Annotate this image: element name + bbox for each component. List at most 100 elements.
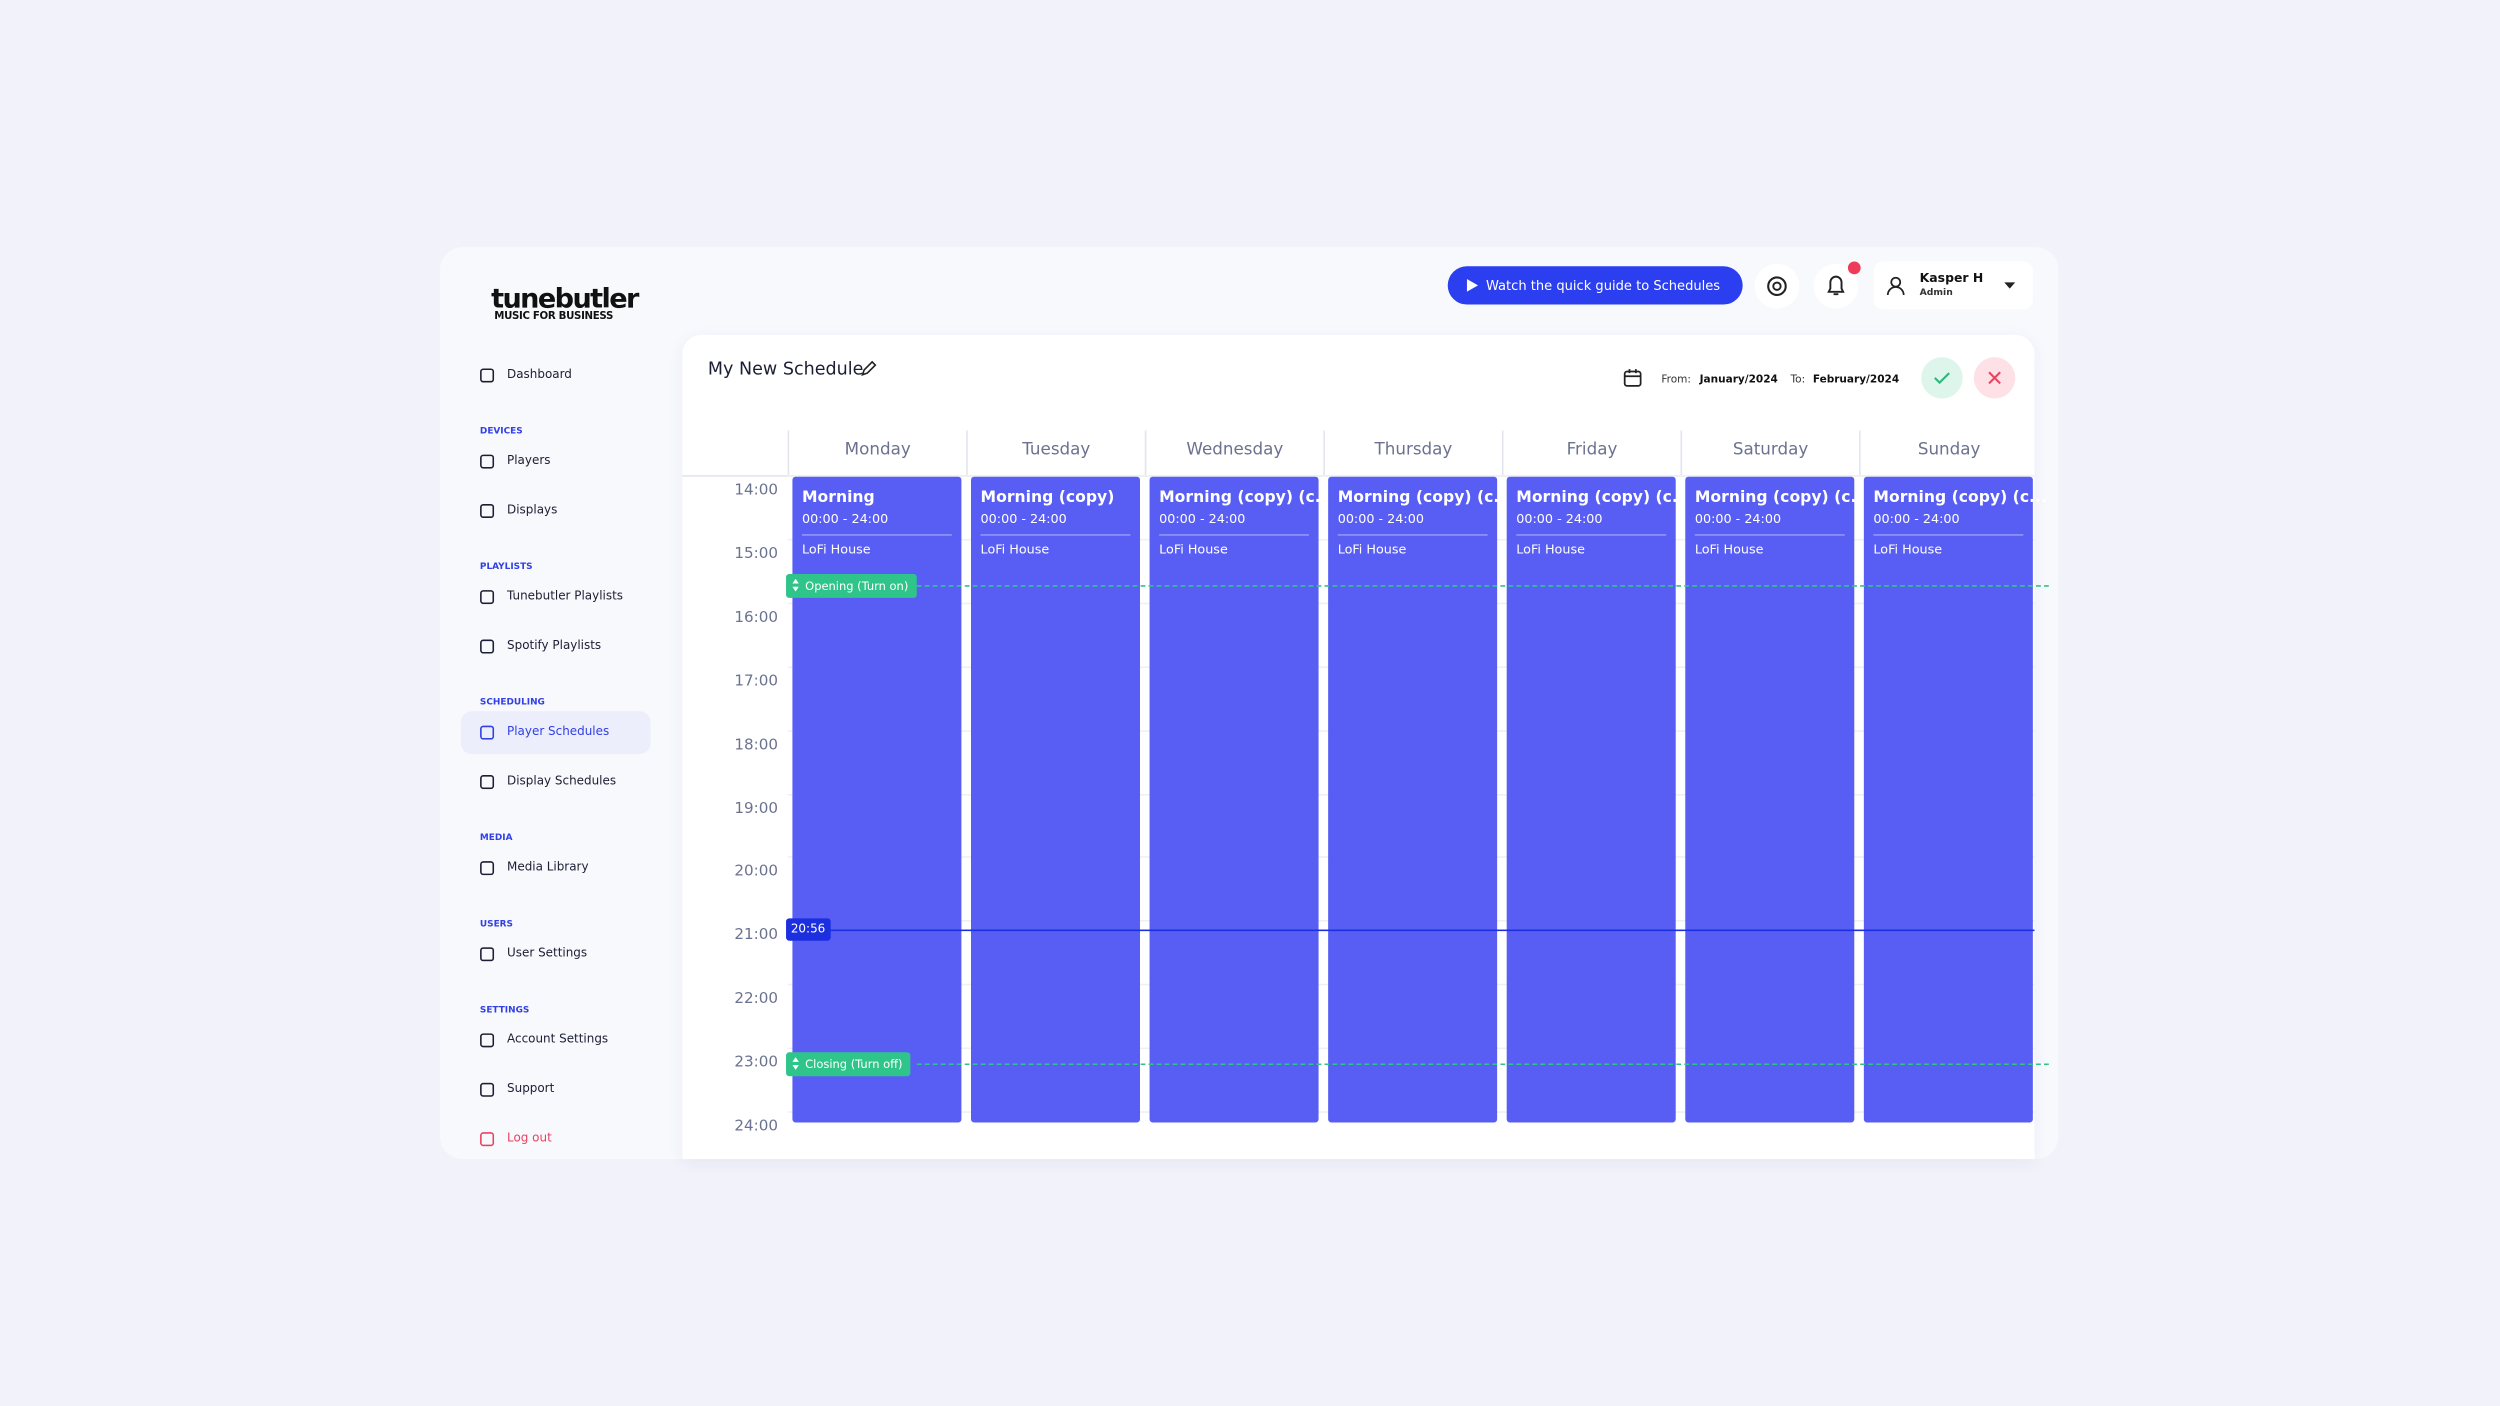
from-label: From: [1661, 373, 1691, 386]
day-header: Thursday [1323, 430, 1502, 476]
event-playlist: LoFi House [1516, 542, 1585, 557]
schedule-event[interactable]: Morning (copy) 00:00 - 24:00 LoFi House [970, 476, 1140, 1123]
nav-icon [480, 454, 495, 469]
nav-label: Log out [507, 1130, 552, 1145]
drag-handle [792, 1057, 799, 1062]
notifications-button[interactable] [1813, 263, 1861, 309]
event-separator [801, 534, 952, 536]
day-header: Friday [1501, 430, 1681, 476]
event-separator [1873, 534, 2024, 536]
schedule-title: My New Schedule [707, 358, 864, 380]
nav-label: Spotify Playlists [507, 637, 602, 653]
hour-label: 21:00 [734, 926, 779, 945]
event-separator [1694, 534, 1845, 536]
nav-label: Tunebutler Playlists [507, 588, 624, 603]
nav-icon [480, 861, 495, 876]
edit-title-button[interactable] [861, 360, 877, 376]
nav-icon [480, 775, 495, 790]
schedule-event[interactable]: Morning (copy) (c... 00:00 - 24:00 LoFi Ho… [1685, 476, 1868, 1123]
nav-item[interactable]: Tunebutler Playlists [461, 576, 651, 619]
guide-button[interactable]: Watch the quick guide to Schedules [1447, 266, 1743, 305]
event-separator [1337, 534, 1488, 536]
day-header: Monday [787, 430, 967, 476]
nav-label: User Settings [507, 945, 588, 960]
dropdown-caret [2004, 282, 2016, 289]
drag-handle [792, 1065, 799, 1070]
event-time: 00:00 - 24:00 [801, 511, 889, 527]
nav-item[interactable]: Dashboard [461, 354, 651, 397]
nav-item[interactable]: Player Schedules [460, 711, 651, 755]
nav-label: Players [507, 452, 551, 468]
nav-icon [480, 947, 495, 962]
event-playlist: LoFi House [1337, 542, 1407, 557]
event-playlist: LoFi House [1159, 542, 1228, 557]
hour-label: 17:00 [734, 672, 779, 690]
marker-tag[interactable]: Opening (Turn on) [786, 573, 917, 598]
day-header: Tuesday [966, 430, 1145, 476]
nav-item[interactable]: Media Library [461, 847, 651, 890]
event-title: Morning (copy) [980, 489, 1115, 508]
schedule-event[interactable]: Morning (copy) (c... 00:00 - 24:00 LoFi Ho… [1328, 476, 1511, 1123]
event-playlist: LoFi House [1873, 542, 1943, 557]
nav-item[interactable]: Players [461, 440, 651, 483]
nav-label: Support [507, 1081, 555, 1096]
nav-icon [480, 590, 495, 605]
nav-section-heading: DEVICES [479, 427, 523, 437]
support-button[interactable] [1754, 263, 1800, 309]
nav-label: Player Schedules [507, 723, 610, 739]
marker-line [916, 585, 2049, 587]
day-header: Sunday [1859, 430, 2038, 476]
nav-item[interactable]: Log out [461, 1118, 651, 1161]
schedule-event[interactable]: Morning (copy) (c... 00:00 - 24:00 LoFi Ho… [1149, 476, 1333, 1123]
hour-label: 15:00 [734, 545, 779, 563]
save-button[interactable] [1921, 357, 1963, 399]
nav-section-heading: SETTINGS [479, 1006, 530, 1016]
nav-section-heading: PLAYLISTS [479, 562, 533, 573]
hour-label: 23:00 [734, 1054, 779, 1072]
drag-handle [792, 578, 799, 584]
calendar-icon[interactable] [1623, 368, 1642, 387]
event-time: 00:00 - 24:00 [980, 511, 1067, 527]
nav-label: Displays [507, 502, 558, 517]
nav-icon [480, 725, 495, 740]
nav-section-heading: USERS [479, 919, 513, 930]
nav-section-heading: MEDIA [479, 833, 513, 844]
schedule-event[interactable]: Morning (copy) (c... 00:00 - 24:00 LoFi Ho… [1506, 476, 1690, 1123]
event-playlist: LoFi House [980, 542, 1050, 557]
event-time: 00:00 - 24:00 [1694, 511, 1782, 527]
hour-label: 24:00 [734, 1117, 779, 1136]
nav-item[interactable]: Support [461, 1068, 651, 1111]
hour-gridline [787, 475, 2035, 477]
event-title: Morning (copy) (c... [1516, 489, 1690, 508]
hour-label: 19:00 [734, 799, 779, 818]
hour-label: 22:00 [734, 990, 779, 1008]
event-title: Morning (copy) (c... [1159, 489, 1333, 508]
cancel-button[interactable] [1973, 357, 2016, 399]
nav-icon [480, 1033, 495, 1048]
nav-section-heading: SCHEDULING [479, 698, 545, 708]
event-title: Morning (copy) (c... [1873, 489, 2047, 508]
schedule-event[interactable]: Morning (copy) (c... 00:00 - 24:00 LoFi Ho… [1863, 476, 2047, 1123]
nav-label: Display Schedules [507, 773, 617, 788]
hour-label: 14:00 [734, 481, 779, 500]
nav-icon [480, 503, 495, 519]
event-playlist: LoFi House [801, 542, 871, 557]
from-date[interactable]: January/2024 [1699, 373, 1778, 386]
user-menu[interactable]: Kasper H Admin [1873, 261, 2033, 310]
marker-tag[interactable]: Closing (Turn off) [786, 1052, 911, 1077]
nav-item[interactable]: Display Schedules [461, 761, 651, 804]
nav-item[interactable]: User Settings [461, 933, 651, 976]
day-header: Wednesday [1144, 430, 1324, 476]
nav-item[interactable]: Account Settings [461, 1019, 651, 1062]
event-separator [980, 534, 1131, 536]
marker-line [916, 1063, 2049, 1066]
nav-label: Dashboard [507, 366, 572, 382]
nav-item[interactable]: Displays [461, 489, 651, 532]
nav-label: Media Library [507, 859, 589, 874]
brand-name: tunebutler [491, 283, 639, 316]
to-date[interactable]: February/2024 [1812, 373, 1900, 386]
nav-icon [480, 1082, 495, 1097]
user-role: Admin [1919, 288, 1953, 299]
nav-item[interactable]: Spotify Playlists [461, 625, 651, 668]
